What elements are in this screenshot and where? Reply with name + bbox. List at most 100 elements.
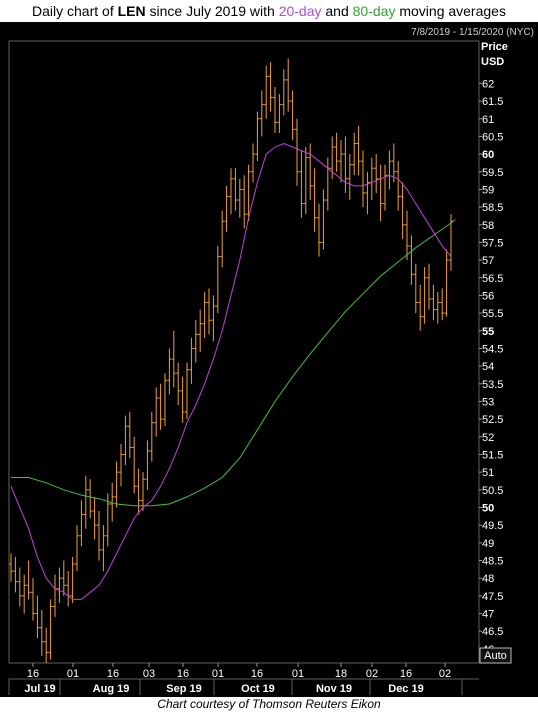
x-day-tick-label: 02 [439, 668, 451, 680]
ohlc-bar [405, 210, 409, 261]
ohlc-bar [365, 171, 370, 215]
chart-caption: Chart courtesy of Thomson Reuters Eikon [157, 697, 381, 711]
ohlc-bar [97, 511, 101, 561]
y-tick-label: 54.5 [482, 343, 503, 355]
ohlc-bar [61, 560, 66, 596]
ohlc-bar [409, 235, 414, 285]
ohlc-bar [400, 182, 405, 239]
y-tick-label: 52 [482, 432, 494, 444]
x-month-label: Aug 19 [93, 683, 130, 695]
y-tick-label: 57 [482, 255, 494, 267]
ohlc-bar [31, 578, 35, 621]
ohlc-bar [246, 164, 251, 222]
ohlc-bar [286, 58, 291, 112]
ohlc-bar [119, 443, 123, 487]
ohlc-bar [264, 65, 269, 119]
y-tick-label: 48.5 [482, 556, 503, 568]
price-chart[interactable]: 7/8/2019 - 1/15/2020 (NYC) Price USD 626… [0, 22, 538, 697]
ohlc-bar [303, 147, 308, 215]
ma20-title-label: 20-day [278, 3, 322, 19]
ohlc-bar [75, 525, 79, 572]
x-day-tick-label: 02 [366, 668, 378, 680]
ohlc-bar [176, 362, 181, 406]
y-tick-label: 50 [482, 503, 494, 515]
auto-button-frame [479, 647, 512, 664]
y-tick-label: 53.5 [482, 379, 503, 391]
ohlc-bar [308, 143, 313, 201]
ohlc-bar [123, 415, 128, 466]
ohlc-bar [255, 111, 260, 162]
ohlc-bar [321, 189, 326, 250]
ma80-title-label: 80-day [352, 3, 396, 19]
ohlc-bar [242, 175, 247, 229]
y-tick-label: 61.5 [482, 96, 503, 108]
ohlc-bar [431, 284, 436, 321]
y-tick-label: 58 [482, 220, 494, 232]
auto-button-label: Auto [484, 650, 507, 662]
ohlc-bar [281, 69, 286, 116]
ohlc-bar [35, 595, 40, 639]
x-month-label: Dec 19 [388, 683, 423, 695]
ohlc-bar [418, 284, 423, 331]
ohlc-bar [145, 440, 150, 490]
x-day-tick-label: 01 [67, 668, 79, 680]
x-month-label: Oct 19 [241, 683, 275, 695]
ohlc-bar [440, 288, 445, 321]
y-tick-label: 56 [482, 290, 494, 302]
y-tick-label: 48 [482, 573, 494, 585]
ohlc-bar [435, 291, 440, 324]
ohlc-bar [391, 143, 396, 183]
x-day-tick-label: 16 [27, 668, 39, 680]
ohlc-bar [141, 472, 145, 512]
x-day-tick-label: 16 [177, 668, 189, 680]
ohlc-bar [70, 556, 75, 603]
chart-title: Daily chart of LEN since July 2019 with … [32, 3, 506, 19]
ohlc-bar [158, 383, 163, 430]
ohlc-bar [339, 139, 343, 183]
ohlc-bar [211, 295, 216, 342]
x-day-tick-label: 01 [212, 668, 224, 680]
ohlc-bar [273, 86, 277, 133]
auto-scale-button[interactable]: Auto [479, 647, 512, 664]
y-tick-label: 60.5 [482, 131, 503, 143]
ohlc-bar [237, 178, 242, 218]
ohlc-bar [312, 168, 317, 232]
ohlc-bar [317, 203, 321, 257]
ohlc-bar [215, 245, 220, 314]
ohlc-bar [444, 249, 449, 317]
y-tick-label: 56.5 [482, 273, 503, 285]
ohlc-bar [233, 168, 238, 211]
y-tick-label: 53 [482, 396, 494, 408]
y-tick-label: 55 [482, 326, 494, 338]
ohlc-bar [154, 387, 159, 437]
date-range-label: 7/8/2019 - 1/15/2020 (NYC) [411, 27, 534, 38]
ohlc-bar [88, 479, 93, 519]
y-tick-label: 49.5 [482, 520, 503, 532]
ohlc-bar [92, 496, 97, 540]
ohlc-bar [101, 525, 106, 572]
x-day-tick-label: 16 [251, 668, 263, 680]
ohlc-bar [347, 154, 352, 201]
currency-axis-title: USD [481, 56, 504, 68]
ohlc-bar [259, 90, 264, 137]
ohlc-bar [185, 362, 189, 420]
ohlc-bar [48, 599, 53, 660]
plot-area-border [8, 40, 480, 664]
y-tick-label: 55.5 [482, 308, 503, 320]
x-day-tick-label: 03 [143, 668, 155, 680]
chart-panel[interactable]: 7/8/2019 - 1/15/2020 (NYC) Price USD 62 6… [0, 22, 538, 697]
ohlc-bar [383, 164, 387, 211]
ohlc-bar [229, 168, 233, 215]
x-month-label: Jul 19 [24, 683, 55, 695]
ohlc-bar [356, 125, 361, 176]
ohlc-bar [105, 493, 110, 547]
ohlc-bar [251, 143, 255, 183]
x-day-tick-label: 16 [400, 668, 412, 680]
ohlc-bar [268, 62, 273, 112]
y-tick-label: 47.5 [482, 591, 503, 603]
ohlc-bar [132, 436, 137, 494]
ohlc-bar [413, 263, 418, 314]
y-tick-label: 60 [482, 149, 494, 161]
ohlc-bar [299, 150, 304, 218]
ohlc-bar [26, 560, 31, 600]
